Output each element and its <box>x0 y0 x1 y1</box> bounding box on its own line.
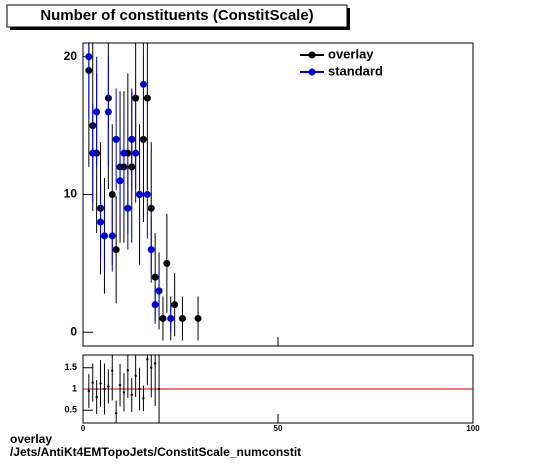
chart-title: Number of constituents (ConstitScale) <box>40 7 313 24</box>
data-point <box>150 366 153 369</box>
data-point <box>104 108 112 116</box>
data-point <box>139 80 147 88</box>
y-tick-label: 0 <box>70 324 77 338</box>
data-point <box>107 385 110 388</box>
data-point <box>103 387 106 391</box>
data-point <box>124 204 132 212</box>
data-point <box>120 149 128 157</box>
legend-label: overlay <box>328 46 374 61</box>
y-tick-label: 10 <box>64 187 78 201</box>
y-tick-label: 0.5 <box>64 405 77 415</box>
data-point <box>153 362 157 365</box>
data-point <box>91 381 94 384</box>
data-point <box>132 94 140 102</box>
data-point <box>132 149 140 157</box>
data-point <box>128 135 136 143</box>
title-box <box>6 4 348 28</box>
y-tick-label: 1 <box>72 383 77 393</box>
data-point <box>146 358 149 361</box>
data-point <box>151 273 159 281</box>
data-point <box>118 383 122 387</box>
x-tick-label: 0 <box>81 424 86 433</box>
data-point <box>112 246 120 254</box>
y-tick-label: 20 <box>64 49 78 63</box>
data-point <box>112 135 120 143</box>
data-point <box>155 287 163 295</box>
data-point <box>95 395 98 399</box>
data-point <box>130 393 133 397</box>
data-point <box>111 369 114 372</box>
legend-marker <box>308 51 316 59</box>
data-point <box>108 191 116 198</box>
data-point <box>108 232 116 240</box>
legend-marker <box>308 68 316 76</box>
data-point <box>151 301 159 309</box>
data-point <box>99 382 102 385</box>
data-point <box>116 177 124 185</box>
data-point <box>138 387 141 391</box>
data-point <box>97 218 105 226</box>
data-point <box>85 53 93 61</box>
footer-text: /Jets/AntiKt4EMTopoJets/ConstitScale_num… <box>10 445 301 459</box>
y-tick-label: 1.5 <box>64 362 77 372</box>
x-tick-label: 50 <box>274 424 283 433</box>
data-point <box>159 314 167 322</box>
data-point <box>122 391 126 394</box>
data-point <box>163 259 171 267</box>
data-point <box>114 412 118 415</box>
data-point <box>93 108 101 116</box>
data-point <box>100 232 108 240</box>
footer-text: overlay <box>10 432 52 446</box>
data-point <box>126 369 130 372</box>
data-point <box>89 149 97 157</box>
data-point <box>178 314 186 322</box>
data-point <box>157 387 161 391</box>
data-point <box>194 314 202 322</box>
data-point <box>136 191 144 198</box>
data-point <box>171 301 179 309</box>
legend-label: standard <box>328 63 383 78</box>
data-point <box>143 191 151 198</box>
data-point <box>142 397 145 400</box>
data-point <box>87 389 91 393</box>
data-point <box>134 374 137 378</box>
data-point <box>167 314 175 322</box>
data-point <box>147 204 155 212</box>
data-point <box>143 94 151 102</box>
x-tick-label: 100 <box>466 424 480 433</box>
data-point <box>147 246 155 254</box>
